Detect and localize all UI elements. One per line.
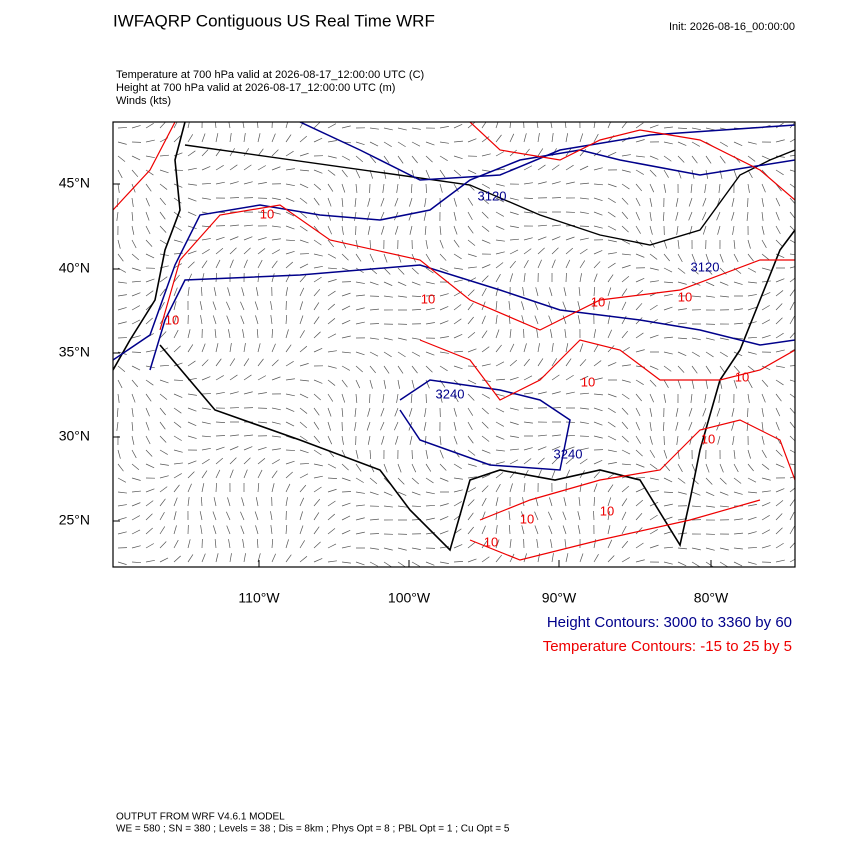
- footer-line: OUTPUT FROM WRF V4.6.1 MODEL: [116, 812, 285, 823]
- lat-label: 30°N: [59, 428, 90, 444]
- footer-line: WE = 580 ; SN = 380 ; Levels = 38 ; Dis …: [116, 824, 510, 835]
- lat-label: 25°N: [59, 512, 90, 528]
- temperature-label: 10: [678, 289, 692, 304]
- init-time: Init: 2026-08-16_00:00:00: [669, 21, 795, 33]
- height-label: 3120: [691, 259, 720, 274]
- height-label: 3240: [554, 446, 583, 461]
- lon-label: 110°W: [238, 590, 280, 606]
- lon-label: 90°W: [542, 590, 577, 606]
- temperature-label: 10: [591, 294, 605, 309]
- temperature-label: 10: [581, 374, 595, 389]
- field-line: Winds (kts): [116, 95, 171, 107]
- lon-label: 80°W: [694, 590, 729, 606]
- temperature-label: 10: [701, 431, 715, 446]
- height-legend: Height Contours: 3000 to 3360 by 60: [547, 614, 792, 631]
- temperature-label: 10: [165, 312, 179, 327]
- temperature-label: 10: [735, 369, 749, 384]
- lat-label: 35°N: [59, 344, 90, 360]
- title: IWFAQRP Contiguous US Real Time WRF: [113, 11, 435, 30]
- height-label: 3240: [436, 386, 465, 401]
- temperature-legend: Temperature Contours: -15 to 25 by 5: [543, 638, 792, 655]
- temperature-label: 10: [260, 206, 274, 221]
- lat-label: 45°N: [59, 175, 90, 191]
- temperature-label: 10: [484, 534, 498, 549]
- height-label: 3120: [478, 188, 507, 203]
- lat-label: 40°N: [59, 260, 90, 276]
- temperature-label: 10: [520, 511, 534, 526]
- field-line: Temperature at 700 hPa valid at 2026-08-…: [116, 69, 424, 81]
- field-line: Height at 700 hPa valid at 2026-08-17_12…: [116, 82, 395, 94]
- temperature-label: 10: [421, 291, 435, 306]
- temperature-label: 10: [600, 503, 614, 518]
- lon-label: 100°W: [388, 590, 431, 606]
